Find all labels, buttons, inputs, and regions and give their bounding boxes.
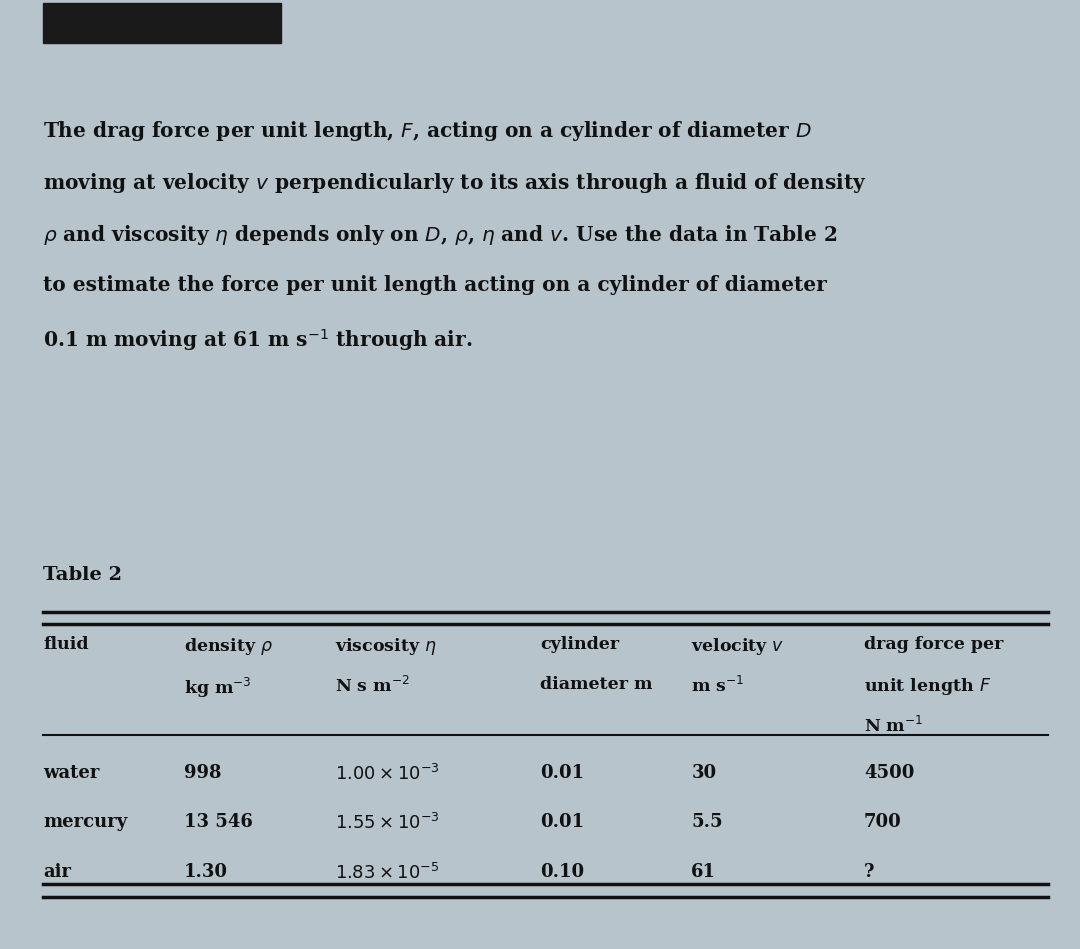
Text: N m$^{-1}$: N m$^{-1}$	[864, 716, 923, 735]
Text: 0.10: 0.10	[540, 863, 584, 881]
Text: 61: 61	[691, 863, 716, 881]
Text: 4500: 4500	[864, 764, 915, 782]
Text: unit length $F$: unit length $F$	[864, 676, 991, 697]
Text: 0.1 m moving at 61 m s$^{-1}$ through air.: 0.1 m moving at 61 m s$^{-1}$ through ai…	[43, 327, 473, 353]
Text: 13 546: 13 546	[184, 813, 253, 831]
Text: The drag force per unit length, $F$, acting on a cylinder of diameter $D$: The drag force per unit length, $F$, act…	[43, 119, 812, 142]
Text: $1.83 \times 10^{-5}$: $1.83 \times 10^{-5}$	[335, 863, 440, 883]
Text: 700: 700	[864, 813, 902, 831]
Text: moving at velocity $v$ perpendicularly to its axis through a fluid of density: moving at velocity $v$ perpendicularly t…	[43, 171, 867, 195]
Text: 30: 30	[691, 764, 716, 782]
Text: $1.00 \times 10^{-3}$: $1.00 \times 10^{-3}$	[335, 764, 440, 784]
Text: velocity $v$: velocity $v$	[691, 636, 785, 657]
Text: drag force per: drag force per	[864, 636, 1003, 653]
Text: air: air	[43, 863, 71, 881]
Text: 5.5: 5.5	[691, 813, 723, 831]
Text: mercury: mercury	[43, 813, 127, 831]
Text: 998: 998	[184, 764, 221, 782]
Text: ?: ?	[864, 863, 875, 881]
Text: 0.01: 0.01	[540, 764, 584, 782]
Text: kg m$^{-3}$: kg m$^{-3}$	[184, 676, 252, 699]
Text: $\rho$ and viscosity $\eta$ depends only on $D$, $\rho$, $\eta$ and $v$. Use the: $\rho$ and viscosity $\eta$ depends only…	[43, 223, 838, 247]
Text: density $\rho$: density $\rho$	[184, 636, 273, 657]
Text: to estimate the force per unit length acting on a cylinder of diameter: to estimate the force per unit length ac…	[43, 275, 827, 295]
Text: m s$^{-1}$: m s$^{-1}$	[691, 676, 744, 696]
Text: Table 2: Table 2	[43, 566, 122, 584]
Text: N s m$^{-2}$: N s m$^{-2}$	[335, 676, 409, 696]
Text: $1.55 \times 10^{-3}$: $1.55 \times 10^{-3}$	[335, 813, 440, 833]
Text: fluid: fluid	[43, 636, 89, 653]
Text: 0.01: 0.01	[540, 813, 584, 831]
Text: cylinder: cylinder	[540, 636, 619, 653]
Text: water: water	[43, 764, 99, 782]
Text: viscosity $\eta$: viscosity $\eta$	[335, 636, 436, 657]
Text: diameter m: diameter m	[540, 676, 652, 693]
Text: 1.30: 1.30	[184, 863, 228, 881]
Text: Problem 3: Problem 3	[90, 10, 234, 35]
